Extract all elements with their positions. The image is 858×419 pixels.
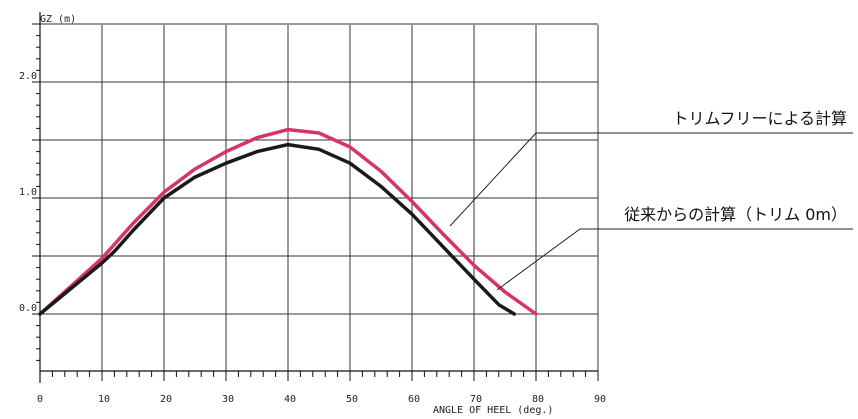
legend-label-trim-free: トリムフリーによる計算 [672,109,847,128]
y-tick-label: 0.0 [19,303,37,314]
y-axis-label: GZ (m) [40,14,76,25]
x-axis-label: ANGLE OF HEEL (deg.) [433,405,553,416]
x-tick-label: 40 [284,394,296,405]
x-tick-label: 10 [98,394,110,405]
series-line-conventional [38,142,517,316]
legend-label-conventional: 従来からの計算（トリム 0m） [624,205,847,224]
series-lines [38,127,538,316]
y-tick-label: 2.0 [19,71,37,82]
x-tick-label: 60 [408,394,420,405]
x-tick-label: 90 [594,394,606,405]
x-tick-label: 70 [470,394,482,405]
grid-lines [40,23,599,371]
leader-line-conventional [496,228,853,291]
x-tick-label: 0 [37,394,43,405]
y-tick-label: 1.0 [19,187,37,198]
legend-leader-lines [449,132,853,291]
x-tick-label: 20 [160,394,172,405]
leader-line-trim-free [449,132,853,227]
tick-labels: 0 10 20 30 40 50 60 70 80 90 0.0 1.0 2.0 [19,71,606,405]
x-tick-label: 50 [346,394,358,405]
minor-ticks [32,23,599,381]
series-line-trim-free [38,127,538,316]
axes [39,12,598,383]
x-tick-label: 80 [532,394,544,405]
x-tick-label: 30 [222,394,234,405]
